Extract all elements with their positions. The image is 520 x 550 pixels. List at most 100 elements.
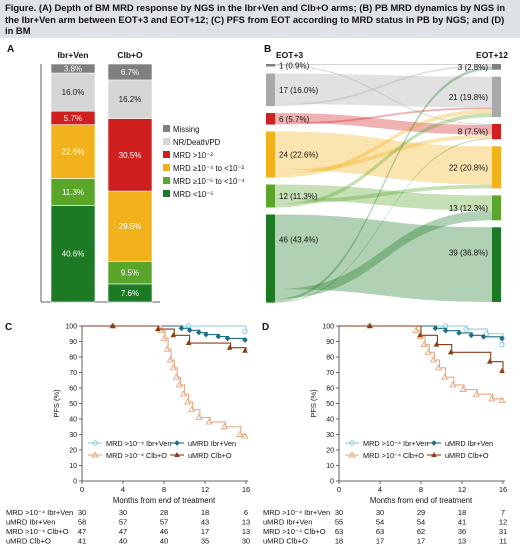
- sankey-node-right: [492, 227, 501, 302]
- x-tick-label: 4: [121, 485, 125, 494]
- bar-data-label: 9.5%: [121, 269, 139, 278]
- risk-table-count: 46: [160, 527, 168, 536]
- risk-table-count: 35: [201, 537, 209, 546]
- risk-table-count: 36: [458, 527, 466, 536]
- km-censor-mark: [498, 396, 506, 403]
- panel-a: A Ibr+Ven 40.6% 11.3% 22.6% 5.7% 16.0% 3.8% Clb+…: [7, 44, 245, 303]
- sankey-flow: [275, 113, 492, 208]
- sankey-flow: [275, 64, 492, 65]
- risk-table-count: 30: [376, 508, 384, 517]
- sankey-left-label: 46 (43.4%): [279, 235, 318, 244]
- y-tick-label: 0: [330, 479, 334, 486]
- legend-entry: uMRD Ibr+Ven: [445, 439, 493, 448]
- km-censor-mark: [499, 367, 505, 373]
- risk-table-count: 18: [458, 508, 466, 517]
- km-censor-mark: [185, 340, 192, 346]
- panel-d: D 0 10 20 30 40 50 60 70 80 90 100 0 4 8 12 16 PFS (%) Mon…: [262, 322, 507, 546]
- risk-table-count: 58: [78, 518, 86, 527]
- y-tick-label: 70: [69, 370, 77, 377]
- sankey-flow: [275, 64, 492, 125]
- legend-swatch: [163, 177, 170, 184]
- legend-entry: MRD >10⁻⁴ Ibr+Ven: [363, 439, 428, 448]
- bar-data-label: 16.2%: [119, 95, 142, 104]
- risk-table-count: 7: [501, 508, 505, 517]
- km-censor-mark: [468, 332, 475, 339]
- y-tick-label: 30: [326, 432, 334, 439]
- risk-table-count: 43: [201, 518, 209, 527]
- sankey-node-left: [266, 131, 275, 178]
- y-tick-label: 30: [69, 432, 77, 439]
- risk-table-count: 40: [119, 537, 127, 546]
- km-censor-mark: [236, 430, 244, 437]
- x-tick-label: 0: [337, 485, 341, 494]
- risk-table-count: 29: [417, 508, 425, 517]
- risk-table-row-label: MRD >10⁻⁴ Clb+O: [263, 527, 326, 536]
- risk-table-count: 30: [119, 508, 127, 517]
- km-censor-mark: [170, 332, 177, 338]
- x-tick-label: 12: [201, 485, 209, 494]
- legend-marker: [349, 440, 355, 446]
- bar-data-label: 22.6%: [62, 148, 85, 157]
- bar-data-label: 40.6%: [62, 250, 85, 259]
- y-tick-label: 20: [69, 448, 77, 455]
- km-censor-mark: [429, 356, 437, 363]
- y-tick-label: 50: [326, 401, 334, 408]
- stacked-bar-segment: [50, 178, 96, 206]
- sankey-left-label: 6 (5.7%): [279, 115, 310, 124]
- stacked-bar-segment: [107, 79, 153, 119]
- risk-table-count: 13: [458, 537, 466, 546]
- legend-entry: uMRD Clb+O: [445, 451, 489, 460]
- sankey-left-label: 17 (16.0%): [279, 86, 318, 95]
- risk-table-count: 47: [78, 527, 86, 536]
- risk-table-row-label: uMRD Ibr+Ven: [6, 518, 55, 527]
- x-tick-label: 16: [499, 485, 507, 494]
- km-censor-mark: [241, 432, 249, 439]
- sankey-flow: [275, 131, 492, 185]
- sankey-flow: [275, 109, 492, 178]
- sankey-node-left: [266, 184, 275, 208]
- km-censor-mark: [486, 358, 493, 364]
- stacked-bar-segment: [50, 72, 96, 112]
- panel-d-letter: D: [262, 322, 269, 333]
- km-censor-mark: [163, 345, 171, 352]
- y-tick-label: 0: [73, 479, 77, 486]
- km-censor-mark: [483, 331, 490, 337]
- km-censor-mark: [155, 326, 161, 332]
- legend-entry: Missing: [173, 125, 199, 134]
- legend-entry: MRD >10⁻⁴ Clb+O: [363, 451, 424, 460]
- y-axis-label: PFS (%): [52, 389, 61, 418]
- km-censor-mark: [220, 422, 229, 430]
- km-censor-mark: [434, 363, 443, 371]
- sankey-node-right: [492, 146, 501, 189]
- y-axis-label: PFS (%): [309, 389, 318, 418]
- legend-marker: [91, 451, 99, 458]
- sankey-right-label: 39 (36.8%): [449, 248, 488, 257]
- risk-table-row-label: uMRD Clb+O: [263, 537, 308, 546]
- y-tick-label: 10: [326, 463, 334, 470]
- km-censor-mark: [433, 341, 440, 347]
- risk-table-count: 17: [376, 537, 384, 546]
- sankey-flow: [275, 73, 492, 108]
- legend-entry: MRD >10⁻⁴ Clb+O: [106, 451, 167, 460]
- sankey-flow: [275, 113, 492, 135]
- sankey-node-right: [492, 123, 501, 140]
- km-censor-mark: [463, 326, 469, 332]
- km-censor-mark: [203, 331, 209, 338]
- risk-table-count: 63: [376, 527, 384, 536]
- legend-marker: [92, 440, 98, 446]
- risk-table-count: 41: [458, 518, 466, 527]
- risk-table-count: 62: [417, 527, 425, 536]
- sankey-right-label: 22 (20.8%): [449, 163, 488, 172]
- x-axis-label: Months from end of treatment: [113, 496, 216, 505]
- risk-table-count: 57: [119, 518, 127, 527]
- risk-table-count: 13: [242, 518, 250, 527]
- km-censor-mark: [366, 323, 373, 328]
- bar-data-label: 3.8%: [64, 65, 82, 74]
- km-censor-mark: [447, 349, 454, 355]
- risk-table-count: 54: [376, 518, 384, 527]
- km-curve: [82, 325, 247, 437]
- km-censor-mark: [196, 329, 202, 336]
- legend-entry: NR/Death/PD: [173, 138, 221, 147]
- km-curve: [339, 325, 504, 345]
- panel-b-letter: B: [264, 44, 271, 55]
